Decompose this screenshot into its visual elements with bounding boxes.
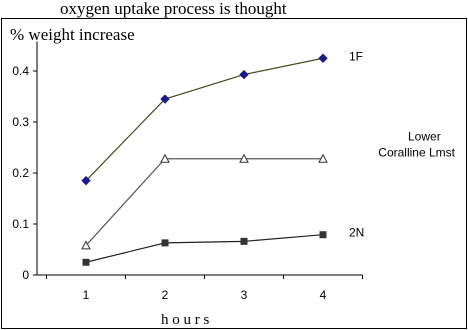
- series-line: [85, 234, 324, 263]
- header-text: oxygen uptake process is thought: [60, 0, 287, 18]
- chart-title: % weight increase: [10, 25, 135, 44]
- series-line: [85, 158, 323, 246]
- y-tick-label: 0.2: [12, 166, 29, 180]
- series-label: Lower: [408, 130, 441, 144]
- series-label: 2N: [349, 226, 364, 240]
- chart-frame: [1, 18, 467, 329]
- series-label: 1F: [349, 49, 363, 63]
- x-tick-label: 3: [241, 288, 248, 302]
- data-point: [240, 237, 248, 245]
- series-line: [85, 57, 324, 182]
- y-tick-label: 0.4: [12, 64, 29, 78]
- data-point: [319, 231, 327, 239]
- data-point: [160, 94, 170, 104]
- data-point: [318, 153, 328, 163]
- y-tick-label: 0.1: [12, 217, 29, 231]
- data-point: [239, 69, 249, 80]
- data-point: [239, 153, 249, 163]
- x-tick-label: 2: [162, 288, 169, 302]
- data-point: [81, 175, 91, 186]
- y-tick-label: 0.3: [12, 115, 29, 129]
- data-point: [81, 240, 91, 250]
- data-point: [161, 239, 169, 247]
- x-tick-label: 4: [320, 288, 327, 302]
- x-tick-label: 1: [83, 288, 90, 302]
- series-label: Coralline Lmst: [378, 146, 455, 160]
- data-point: [318, 53, 328, 63]
- plot-area: 0 0.1 0.2 0.3 0.4 1 2 3 4 1F Lower Coralline Lmst 2N: [12, 41, 456, 302]
- y-tick-label: 0: [22, 268, 29, 282]
- data-point: [82, 258, 90, 266]
- data-point: [160, 153, 170, 163]
- x-axis-label: h o u r s: [161, 312, 209, 328]
